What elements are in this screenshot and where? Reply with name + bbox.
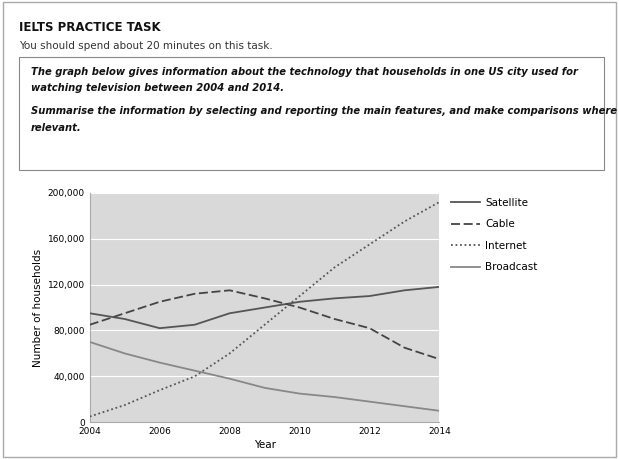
Text: IELTS PRACTICE TASK: IELTS PRACTICE TASK <box>19 21 160 34</box>
Text: watching television between 2004 and 2014.: watching television between 2004 and 201… <box>31 83 284 93</box>
Text: You should spend about 20 minutes on this task.: You should spend about 20 minutes on thi… <box>19 41 272 51</box>
Legend: Satellite, Cable, Internet, Broadcast: Satellite, Cable, Internet, Broadcast <box>451 198 538 272</box>
Text: The graph below gives information about the technology that households in one US: The graph below gives information about … <box>31 67 578 77</box>
Y-axis label: Number of households: Number of households <box>33 248 43 367</box>
X-axis label: Year: Year <box>254 440 275 450</box>
Text: relevant.: relevant. <box>31 123 82 133</box>
Text: Summarise the information by selecting and reporting the main features, and make: Summarise the information by selecting a… <box>31 106 617 117</box>
